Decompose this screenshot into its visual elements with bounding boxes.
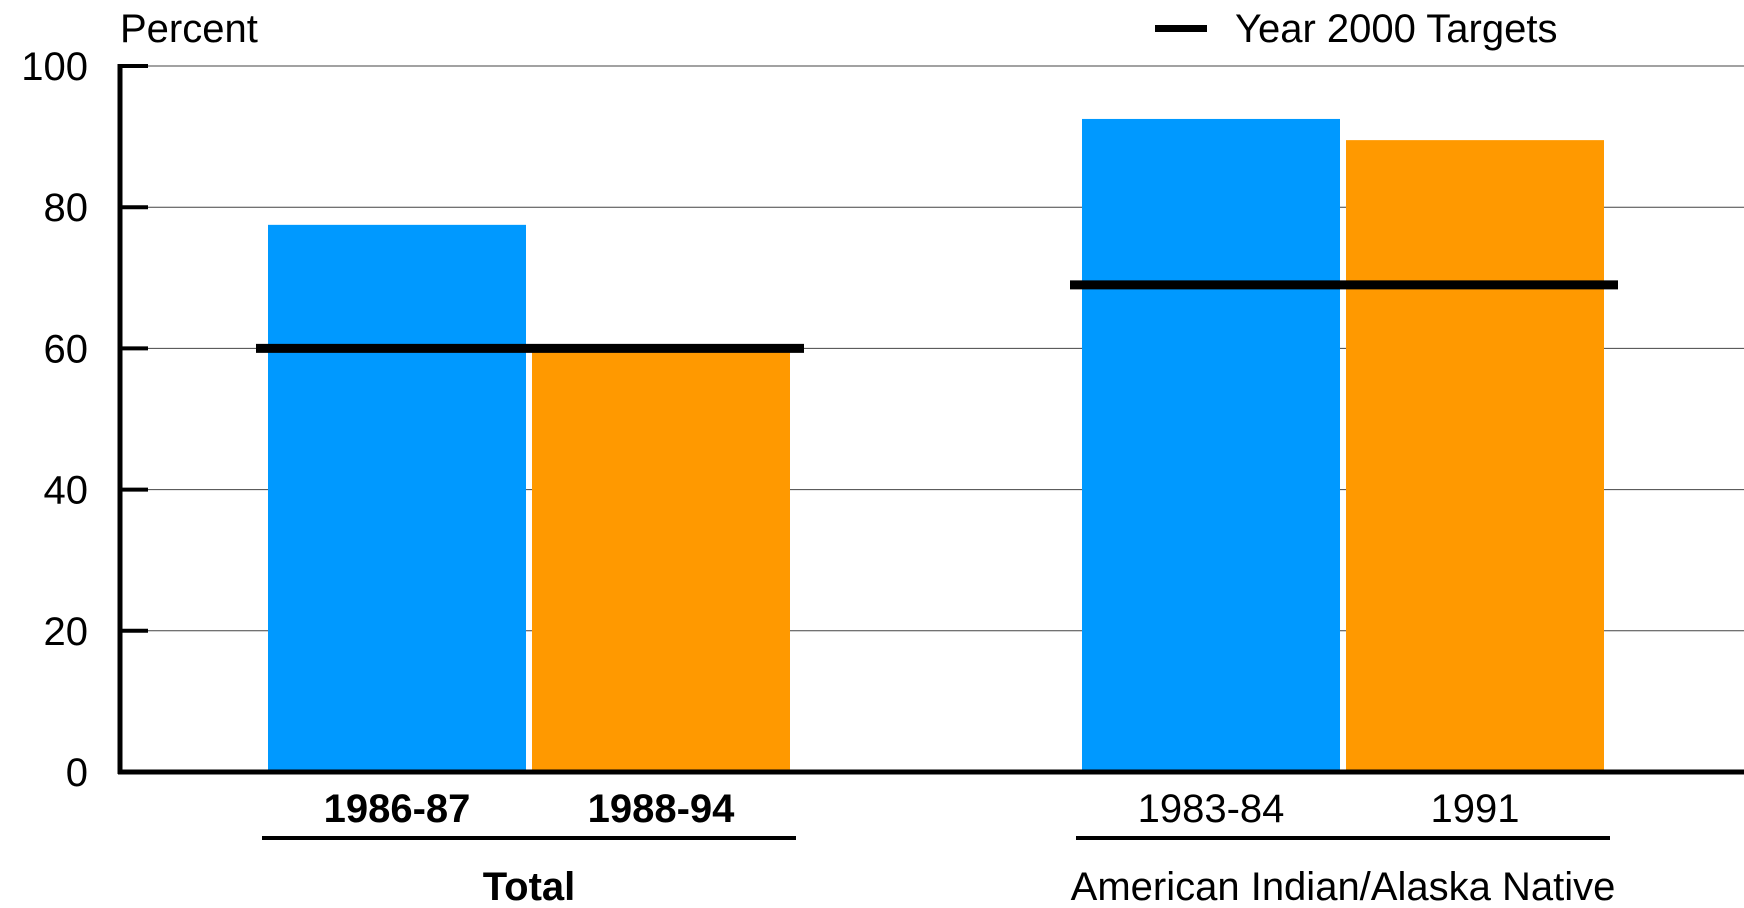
y-ticks: 0 20 40 60 80 100 (21, 45, 148, 795)
y-tick-label: 20 (44, 610, 89, 654)
y-tick-label: 60 (44, 327, 89, 371)
x-tick-label: 1988-94 (588, 787, 736, 831)
y-tick-label: 100 (21, 45, 88, 89)
y-tick-label: 80 (44, 186, 89, 230)
x-tick-label: 1986-87 (324, 787, 471, 831)
bar (532, 344, 790, 772)
x-tick-label: 1991 (1431, 787, 1520, 831)
bars (268, 118, 1604, 773)
legend: Year 2000 Targets (1155, 7, 1557, 51)
bar (268, 224, 526, 773)
target-lines (256, 280, 1618, 353)
group-label: Total (483, 865, 576, 908)
x-tick-label: 1983-84 (1138, 787, 1285, 831)
bar (1082, 118, 1340, 772)
legend-label: Year 2000 Targets (1235, 7, 1557, 51)
legend-target-swatch (1155, 25, 1207, 32)
y-tick-label: 40 (44, 469, 89, 513)
axes (117, 64, 1744, 775)
group-label: American Indian/Alaska Native (1071, 865, 1616, 908)
y-tick-label: 0 (66, 751, 88, 795)
y-axis-label: Percent (120, 7, 258, 51)
x-labels: 1986-87 1988-94 Total 1983-84 1991 American I… (262, 787, 1615, 908)
bar (1346, 140, 1604, 772)
